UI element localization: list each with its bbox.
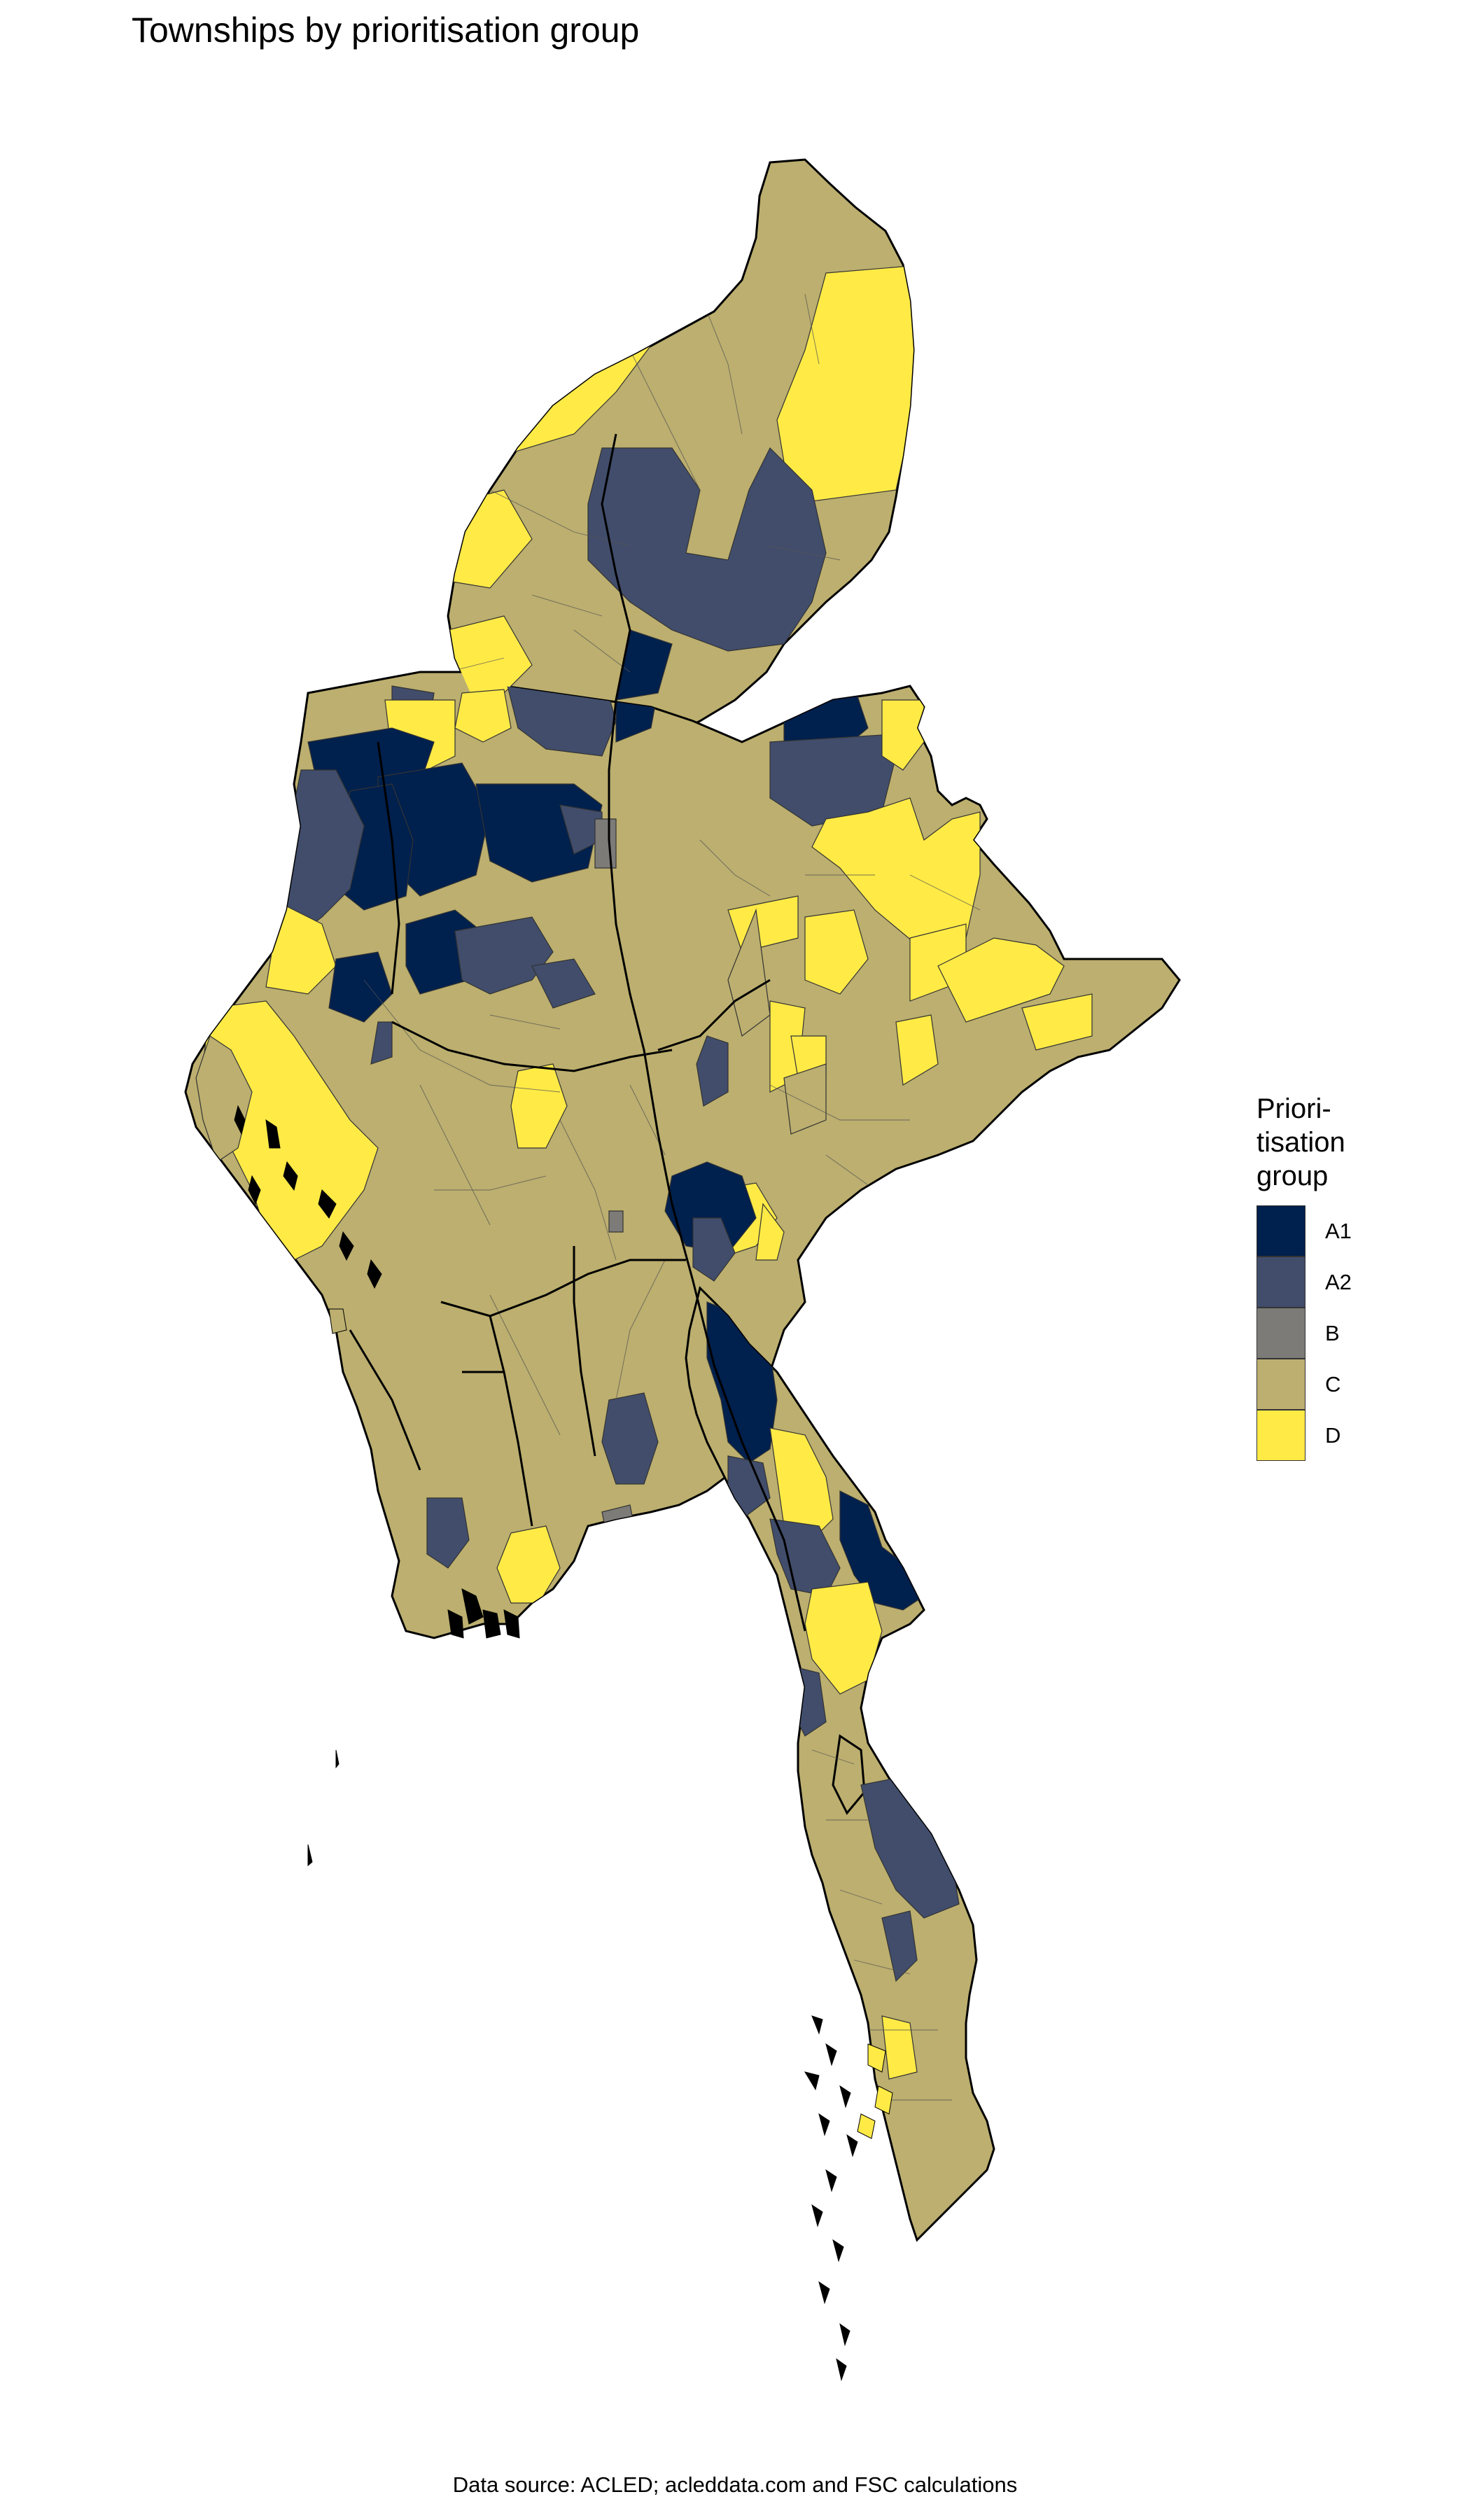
legend: Priori- tisation group A1 A2 B C D: [1256, 1092, 1390, 1461]
region-borders: [349, 433, 806, 1632]
legend-swatch-b: [1256, 1308, 1306, 1359]
legend-swatch-a1: [1256, 1205, 1306, 1256]
legend-swatch-c: [1256, 1359, 1306, 1410]
legend-item-a1: A1: [1256, 1205, 1390, 1256]
legend-label-c: C: [1325, 1371, 1341, 1396]
map-title: Townships by prioritisation group: [132, 10, 640, 50]
legend-label-a1: A1: [1325, 1218, 1352, 1243]
legend-item-c: C: [1256, 1359, 1390, 1410]
township-boundaries: [363, 293, 981, 2101]
coastal-islands: [234, 1105, 893, 2381]
base-landmass: [184, 158, 1181, 2241]
legend-label-b: B: [1325, 1320, 1340, 1345]
legend-item-b: B: [1256, 1308, 1390, 1359]
legend-item-a2: A2: [1256, 1256, 1390, 1308]
central-townships: [195, 672, 1093, 1604]
data-source-caption: Data source: ACLED; acleddata.com and FS…: [452, 2472, 1018, 2497]
legend-title: Priori- tisation group: [1256, 1093, 1345, 1191]
legend-swatch-d: [1256, 1410, 1306, 1461]
legend-label-d: D: [1325, 1422, 1341, 1448]
legend-swatch-a2: [1256, 1256, 1306, 1308]
legend-item-d: D: [1256, 1410, 1390, 1461]
legend-label-a2: A2: [1325, 1269, 1352, 1294]
